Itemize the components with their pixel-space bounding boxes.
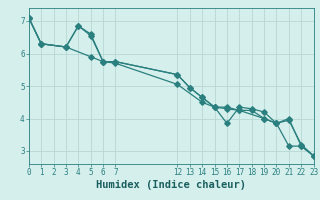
X-axis label: Humidex (Indice chaleur): Humidex (Indice chaleur) — [96, 180, 246, 190]
